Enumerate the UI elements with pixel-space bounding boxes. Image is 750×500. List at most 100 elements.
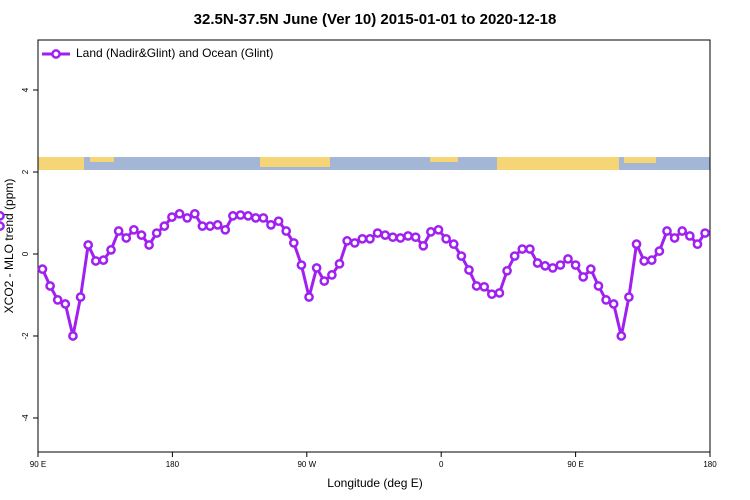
data-point	[570, 260, 581, 270]
data-point	[616, 331, 627, 341]
data-point	[403, 231, 413, 241]
x-tick-label: 0	[439, 460, 444, 469]
data-point	[250, 213, 261, 223]
data-point	[441, 233, 451, 244]
data-point	[639, 256, 649, 266]
data-point	[327, 270, 337, 280]
x-tick-label: 90 E	[567, 460, 583, 469]
data-point	[525, 244, 535, 254]
data-point	[578, 272, 589, 282]
data-point	[540, 261, 550, 271]
data-point	[342, 236, 352, 246]
data-point	[304, 292, 314, 302]
data-point	[684, 231, 695, 241]
data-point	[502, 265, 512, 276]
data-point	[189, 208, 200, 219]
chart-title: 32.5N-37.5N June (Ver 10) 2015-01-01 to …	[194, 11, 557, 28]
data-point	[365, 233, 375, 244]
data-point	[509, 251, 520, 261]
data-point	[486, 289, 497, 300]
data-point	[646, 255, 657, 265]
data-point	[0, 211, 5, 221]
legend-label: Land (Nadir&Glint) and Ocean (Glint)	[76, 46, 273, 60]
data-point	[212, 220, 223, 230]
data-point	[60, 299, 71, 309]
data-point	[380, 230, 391, 240]
data-point	[593, 281, 604, 291]
data-point	[418, 240, 429, 251]
data-point	[90, 256, 101, 266]
data-point	[205, 221, 215, 231]
data-point	[228, 211, 238, 221]
data-point	[532, 258, 543, 268]
x-axis-label: Longitude (deg E)	[327, 476, 422, 490]
y-axis-label: XCO2 - MLO trend (ppm)	[2, 179, 16, 314]
data-point	[517, 244, 528, 254]
data-point	[129, 224, 139, 235]
plot-frame	[37, 39, 711, 453]
data-point	[258, 213, 269, 223]
data-point	[75, 292, 86, 302]
data-point	[235, 210, 246, 220]
data-point	[395, 233, 406, 243]
data-point	[45, 281, 55, 291]
data-point	[273, 216, 284, 227]
data-point	[52, 295, 63, 305]
data-point	[479, 281, 490, 292]
data-point	[159, 221, 170, 231]
data-point	[700, 228, 710, 238]
data-point	[585, 264, 596, 275]
data-point	[426, 227, 436, 237]
data-point	[563, 254, 573, 264]
y-tick-label: 0	[21, 251, 30, 256]
data-point	[433, 224, 444, 235]
data-point	[692, 239, 703, 250]
data-point	[151, 228, 162, 238]
data-point	[296, 260, 307, 270]
x-tick-label: 180	[703, 460, 717, 469]
data-point	[456, 251, 467, 261]
data-point	[167, 212, 177, 222]
data-point	[677, 226, 688, 236]
map-strip	[38, 157, 710, 170]
data-point	[37, 264, 48, 275]
x-tick-label: 90 E	[30, 460, 46, 469]
data-point	[334, 258, 345, 269]
data-point	[121, 233, 132, 243]
data-point	[144, 240, 154, 250]
y-tick-label: -4	[21, 414, 30, 422]
data-point	[266, 220, 276, 230]
data-point	[174, 208, 185, 219]
data-point	[669, 233, 680, 243]
data-point	[471, 281, 482, 291]
data-point	[243, 211, 253, 221]
y-tick-label: 2	[21, 169, 30, 174]
x-tick-label: 180	[166, 460, 180, 469]
data-point	[608, 299, 619, 309]
data-point	[98, 255, 109, 265]
data-point	[631, 239, 642, 250]
data-point	[220, 224, 231, 235]
data-point	[357, 233, 368, 244]
data-point	[448, 239, 459, 250]
y-tick-label: 4	[21, 87, 30, 92]
data-point	[555, 260, 566, 270]
data-point	[0, 221, 5, 231]
data-point	[106, 245, 116, 255]
x-tick-label: 90 W	[297, 460, 316, 469]
data-point	[464, 265, 474, 275]
data-point	[197, 221, 208, 231]
data-point	[288, 238, 299, 248]
data-point	[83, 240, 94, 250]
data-point	[113, 226, 124, 236]
data-point	[547, 263, 558, 273]
data-point	[349, 238, 360, 248]
data-point	[372, 228, 383, 238]
legend-marker	[51, 49, 61, 59]
data-point	[654, 246, 665, 256]
data-point	[319, 276, 330, 286]
data-point	[601, 295, 611, 305]
data-point	[387, 232, 398, 243]
data-point	[662, 226, 672, 236]
